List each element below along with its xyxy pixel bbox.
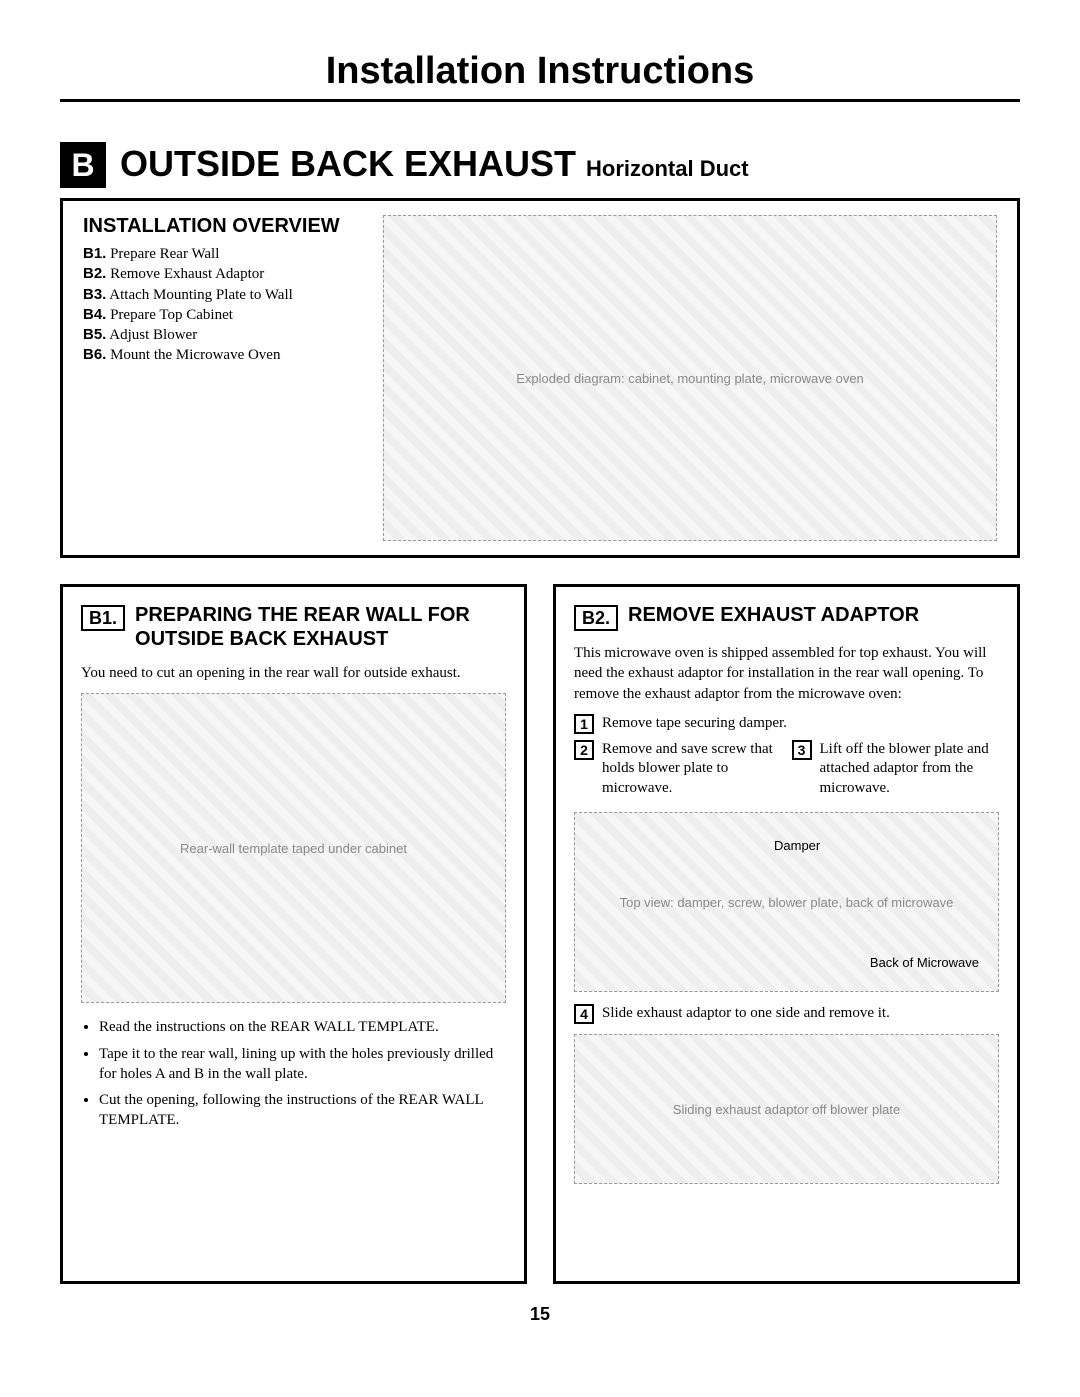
b2-step3: 3 Lift off the blower plate and attached…	[792, 740, 1000, 799]
b2-step4: 4 Slide exhaust adaptor to one side and …	[574, 1004, 999, 1024]
b2-step4-text: Slide exhaust adaptor to one side and re…	[602, 1004, 890, 1024]
overview-box: INSTALLATION OVERVIEW B1. Prepare Rear W…	[60, 198, 1020, 558]
b2-bottom-illustration: Sliding exhaust adaptor off blower plate	[574, 1034, 999, 1184]
b2-step2-text: Remove and save screw that holds blower …	[602, 740, 782, 799]
b2-step4-num: 4	[574, 1004, 594, 1024]
b2-step2-num: 2	[574, 740, 594, 760]
ov-code-4: B5.	[83, 326, 106, 343]
b2-step1: 1 Remove tape securing damper.	[574, 714, 999, 734]
panel-b1: B1. PREPARING THE REAR WALL FOR OUTSIDE …	[60, 584, 527, 1284]
ov-code-5: B6.	[83, 346, 106, 363]
page-number: 15	[60, 1304, 1020, 1325]
section-subtitle: Horizontal Duct	[586, 156, 749, 181]
section-header: B OUTSIDE BACK EXHAUST Horizontal Duct	[60, 142, 1020, 188]
ov-code-0: B1.	[83, 245, 106, 262]
b2-step1-num: 1	[574, 714, 594, 734]
b1-badge: B1.	[81, 605, 125, 631]
b1-title: PREPARING THE REAR WALL FOR OUTSIDE BACK…	[135, 603, 506, 651]
b2-bottom-illus-placeholder: Sliding exhaust adaptor off blower plate	[574, 1034, 999, 1184]
overview-illus-placeholder: Exploded diagram: cabinet, mounting plat…	[383, 215, 997, 541]
b2-title: REMOVE EXHAUST ADAPTOR	[628, 603, 919, 627]
b2-badge: B2.	[574, 605, 618, 631]
ov-text-2: Attach Mounting Plate to Wall	[109, 287, 293, 303]
ov-text-0: Prepare Rear Wall	[110, 246, 219, 262]
b2-step1-text: Remove tape securing damper.	[602, 714, 787, 734]
overview-heading: INSTALLATION OVERVIEW	[83, 215, 363, 238]
b1-intro: You need to cut an opening in the rear w…	[81, 663, 506, 683]
label-back-of-microwave: Back of Microwave	[870, 955, 979, 970]
b1-illustration: Rear-wall template taped under cabinet	[81, 693, 506, 1003]
ov-text-5: Mount the Microwave Oven	[110, 347, 280, 363]
b1-bullets: Read the instructions on the REAR WALL T…	[81, 1017, 506, 1130]
overview-illustration: Exploded diagram: cabinet, mounting plat…	[383, 215, 997, 541]
ov-text-1: Remove Exhaust Adaptor	[110, 266, 264, 282]
section-title: OUTSIDE BACK EXHAUST	[120, 143, 576, 184]
b1-illus-placeholder: Rear-wall template taped under cabinet	[81, 693, 506, 1003]
ov-text-3: Prepare Top Cabinet	[110, 307, 233, 323]
b1-bullet-0: Read the instructions on the REAR WALL T…	[99, 1017, 506, 1037]
overview-list: B1. Prepare Rear Wall B2. Remove Exhaust…	[83, 244, 363, 366]
b2-step2: 2 Remove and save screw that holds blowe…	[574, 740, 782, 799]
ov-text-4: Adjust Blower	[109, 327, 197, 343]
label-damper: Damper	[774, 838, 820, 853]
b2-mid-illustration: Top view: damper, screw, blower plate, b…	[574, 812, 999, 992]
b1-bullet-2: Cut the opening, following the instructi…	[99, 1090, 506, 1131]
panel-b2: B2. REMOVE EXHAUST ADAPTOR This microwav…	[553, 584, 1020, 1284]
ov-code-3: B4.	[83, 306, 106, 323]
ov-code-2: B3.	[83, 286, 106, 303]
b2-step3-num: 3	[792, 740, 812, 760]
b1-bullet-1: Tape it to the rear wall, lining up with…	[99, 1044, 506, 1085]
b2-intro: This microwave oven is shipped assembled…	[574, 643, 999, 704]
ov-code-1: B2.	[83, 265, 106, 282]
section-badge: B	[60, 142, 106, 188]
b2-step3-text: Lift off the blower plate and attached a…	[820, 740, 1000, 799]
page-title: Installation Instructions	[60, 50, 1020, 102]
